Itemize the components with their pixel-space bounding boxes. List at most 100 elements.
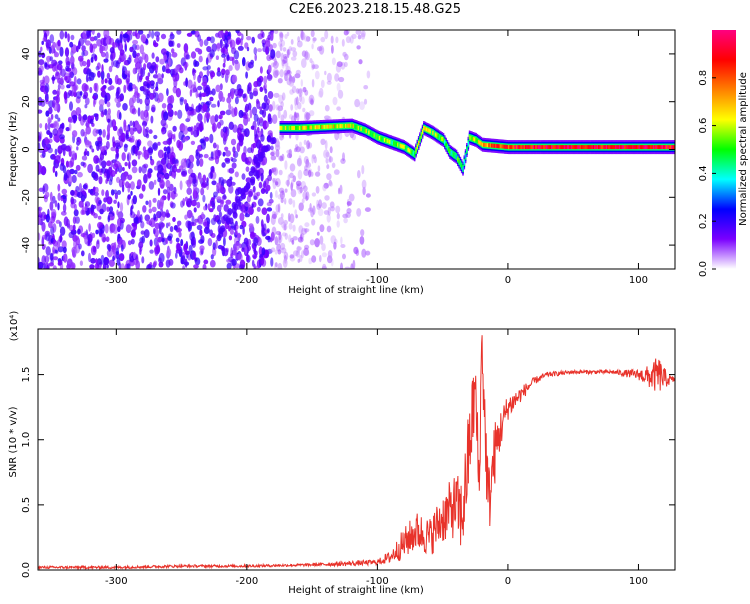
noise-blob [212, 242, 216, 251]
noise-blob [311, 78, 315, 88]
noise-blob [59, 226, 66, 236]
ridge-segment [659, 145, 661, 150]
noise-blob [277, 217, 284, 225]
noise-blob [362, 186, 366, 196]
noise-blob [297, 102, 302, 110]
noise-blob [262, 42, 265, 48]
noise-blob [96, 32, 101, 39]
ridge-segment [390, 140, 392, 145]
noise-blob [289, 172, 294, 179]
noise-blob [169, 94, 175, 104]
noise-blob [277, 78, 283, 84]
noise-blob [50, 215, 56, 224]
noise-blob [68, 89, 73, 97]
noise-blob [67, 33, 70, 43]
noise-blob [277, 262, 283, 269]
noise-blob [244, 42, 249, 49]
noise-blob [95, 164, 100, 172]
noise-blob [94, 82, 99, 93]
noise-blob [329, 206, 335, 212]
noise-blob [148, 208, 153, 214]
noise-blob [45, 39, 51, 49]
noise-blob [133, 251, 136, 260]
noise-blob [76, 45, 79, 53]
noise-blob [286, 69, 291, 74]
noise-blob [193, 125, 197, 131]
noise-blob [104, 94, 108, 105]
x-tick-label: 100 [629, 275, 648, 286]
noise-blob [160, 232, 164, 239]
noise-blob [147, 72, 151, 77]
noise-blob [215, 55, 219, 60]
ridge-segment [583, 145, 586, 150]
noise-blob [48, 262, 55, 267]
noise-blob [206, 180, 209, 187]
noise-blob [181, 169, 188, 176]
noise-blob [323, 149, 330, 159]
noise-blob [235, 253, 241, 260]
noise-blob [190, 84, 197, 93]
noise-blob [147, 140, 153, 147]
noise-blob [319, 224, 325, 233]
noise-blob [199, 138, 205, 144]
noise-blob [187, 168, 194, 175]
noise-blob [336, 82, 341, 92]
noise-blob [266, 74, 273, 80]
noise-blob [216, 144, 220, 150]
noise-blob [130, 230, 135, 237]
noise-blob [255, 98, 260, 105]
noise-blob [278, 234, 283, 244]
noise-blob [135, 147, 138, 157]
noise-blob [147, 263, 152, 269]
noise-blob [79, 260, 83, 267]
ridge-segment [654, 145, 656, 150]
noise-blob [224, 30, 229, 36]
noise-blob [192, 251, 197, 260]
noise-blob [272, 42, 277, 49]
noise-blob [270, 247, 276, 253]
noise-blob [323, 182, 329, 189]
noise-blob [280, 247, 287, 254]
noise-blob [112, 246, 116, 255]
noise-blob [47, 147, 53, 154]
noise-blob [305, 191, 310, 201]
noise-blob [116, 190, 122, 195]
noise-blob [153, 134, 158, 140]
noise-blob [297, 258, 301, 263]
ridge-segment [475, 137, 477, 142]
x-tick-label: -100 [366, 576, 389, 587]
ridge-segment [652, 145, 655, 150]
noise-blob [143, 109, 149, 119]
noise-blob [242, 226, 245, 235]
noise-blob [147, 146, 154, 156]
noise-blob [305, 36, 311, 42]
noise-blob [284, 198, 287, 205]
noise-blob [271, 226, 277, 237]
noise-blob [327, 250, 333, 259]
noise-blob [38, 59, 45, 66]
noise-blob [182, 265, 185, 269]
noise-blob [209, 133, 214, 144]
noise-blob [365, 250, 371, 256]
noise-blob [291, 239, 295, 245]
noise-blob [311, 154, 315, 164]
noise-blob [266, 54, 272, 62]
noise-blob [82, 131, 88, 137]
noise-blob [202, 194, 206, 203]
spectrogram-marks [38, 30, 675, 269]
noise-blob [197, 85, 203, 91]
noise-blob [259, 106, 263, 111]
noise-blob [197, 74, 202, 84]
noise-blob [141, 184, 146, 192]
noise-blob [129, 253, 132, 262]
noise-blob [236, 84, 242, 91]
noise-blob [191, 215, 195, 226]
noise-blob [89, 145, 93, 150]
noise-blob [326, 213, 331, 223]
noise-blob [342, 152, 345, 162]
noise-blob [290, 47, 297, 52]
noise-blob [149, 217, 156, 228]
ridge-segment [569, 145, 571, 150]
noise-blob [169, 170, 172, 177]
noise-blob [238, 109, 244, 119]
